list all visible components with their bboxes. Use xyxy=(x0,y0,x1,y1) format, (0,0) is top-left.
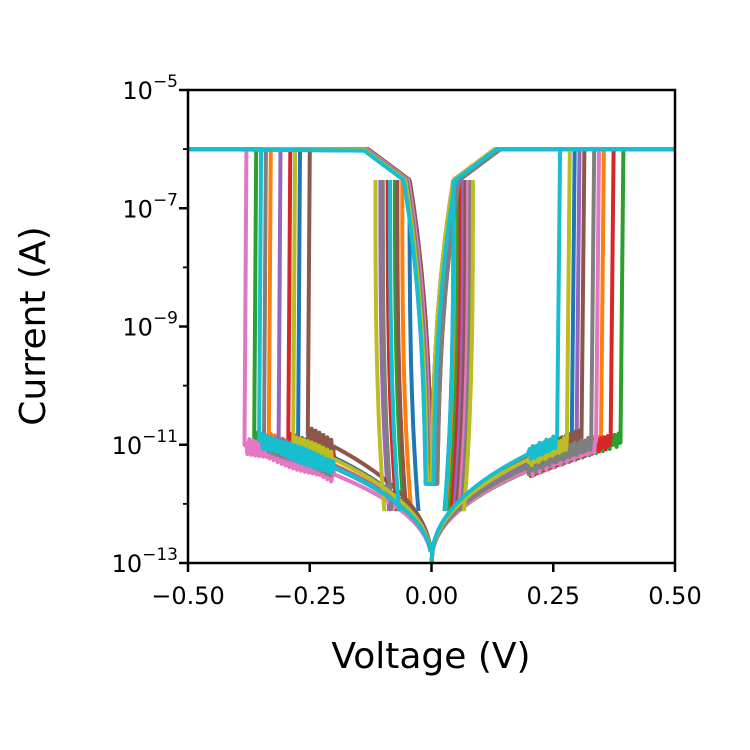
series-line-negative-dip xyxy=(388,180,401,512)
series-line-positive-dip xyxy=(459,180,473,512)
y-axis-ticks: 10−5 10−7 10−9 10−11 10−13 xyxy=(112,72,188,578)
y-tick-label: 10−5 xyxy=(122,72,178,105)
series-line-positive-dip xyxy=(445,179,458,512)
series-line-positive-dip xyxy=(454,180,468,512)
series-line-negative-dip xyxy=(380,180,394,512)
series-line-positive-dip xyxy=(447,180,461,512)
y-tick-label: 10−7 xyxy=(122,190,178,223)
series-line-negative-dip xyxy=(400,180,414,512)
series-line-negative-dip xyxy=(385,180,399,512)
series-line-negative-dip xyxy=(378,180,392,512)
x-tick-label: 0.00 xyxy=(405,582,458,610)
x-tick-label: −0.50 xyxy=(151,582,225,610)
y-axis-label: Current (A) xyxy=(13,226,54,425)
y-tick-label: 10−9 xyxy=(122,309,178,342)
y-tick-label: 10−11 xyxy=(112,427,178,460)
x-tick-label: −0.25 xyxy=(273,582,347,610)
x-tick-label: 0.25 xyxy=(527,582,580,610)
y-tick-label: 10−13 xyxy=(112,545,178,578)
series-line-negative-dip xyxy=(393,180,406,512)
series-line-negative-dip xyxy=(373,180,387,512)
series-line-positive-dip xyxy=(462,180,475,512)
series-line xyxy=(188,147,675,563)
x-tick-label: 0.50 xyxy=(648,582,701,610)
series-line-positive-dip xyxy=(457,180,470,512)
x-axis-ticks: −0.50 −0.25 0.00 0.25 0.50 xyxy=(151,563,702,610)
series-line-positive-dip xyxy=(449,180,463,512)
series-line-negative-dip xyxy=(395,180,409,512)
series-line-positive-dip xyxy=(442,180,456,512)
x-axis-label: Voltage (V) xyxy=(331,636,530,677)
series-layer xyxy=(188,147,675,563)
series-line-positive-dip xyxy=(452,180,466,512)
